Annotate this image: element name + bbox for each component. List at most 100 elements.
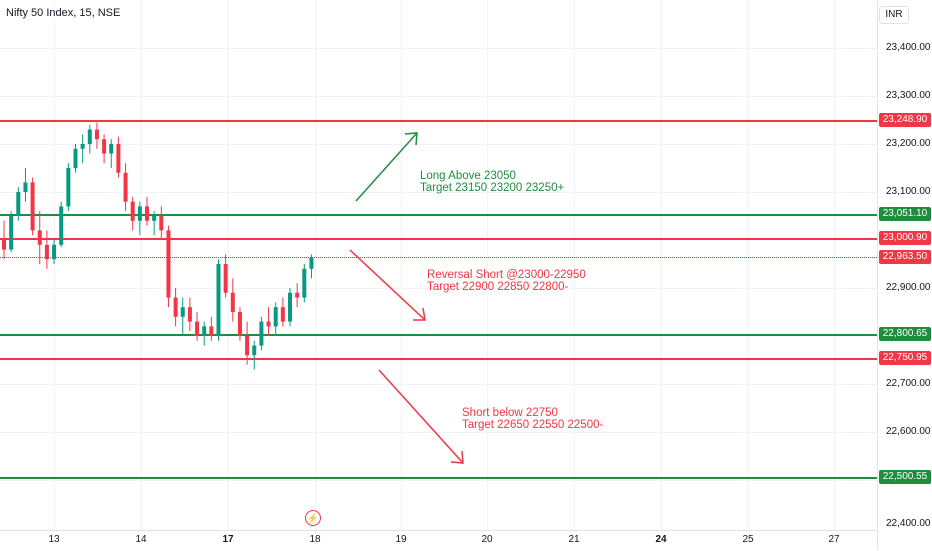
- candle: [280, 297, 285, 327]
- currency-button[interactable]: INR: [879, 6, 909, 24]
- candle-body: [280, 307, 285, 322]
- candle: [216, 259, 221, 341]
- lightning-icon[interactable]: ⚡: [305, 510, 321, 526]
- candle: [137, 201, 142, 236]
- candle: [73, 144, 78, 173]
- grid-line: [401, 0, 402, 530]
- candle-body: [309, 257, 314, 269]
- candle-body: [273, 307, 278, 327]
- grid-line: [661, 0, 662, 530]
- price-tick: 23,200.00: [886, 138, 931, 149]
- level-label: 23,248.90: [879, 113, 931, 127]
- candle-body: [180, 307, 185, 317]
- candle: [166, 225, 171, 308]
- support-line-22500[interactable]: [0, 477, 877, 479]
- candle-body: [44, 244, 49, 260]
- candle-body: [2, 240, 6, 250]
- candle-body: [137, 206, 142, 221]
- candle: [237, 307, 242, 341]
- grid-line: [487, 0, 488, 530]
- grid-line: [315, 0, 316, 530]
- grid-line: [0, 96, 877, 97]
- grid-line: [0, 432, 877, 433]
- candle-body: [73, 148, 78, 168]
- candle: [302, 264, 307, 303]
- resistance-line-22750[interactable]: [0, 358, 877, 360]
- grid-line: [834, 0, 835, 530]
- grid-line: [54, 0, 55, 530]
- candle-body: [237, 312, 242, 336]
- candle: [223, 254, 228, 298]
- candle-body: [302, 268, 307, 298]
- candle: [288, 288, 292, 327]
- grid-line: [0, 144, 877, 145]
- short-annotation-line2: Target 22650 22550 22500-: [462, 419, 604, 431]
- candle-body: [52, 244, 57, 260]
- candle-body: [80, 144, 85, 149]
- candle-body: [145, 206, 149, 221]
- candle: [259, 316, 264, 351]
- candle: [37, 211, 42, 264]
- candle: [80, 134, 85, 164]
- candle-body: [166, 230, 171, 298]
- time-tick: 14: [135, 534, 147, 545]
- candle: [187, 297, 192, 332]
- candle-body: [295, 292, 300, 298]
- candle-body: [102, 139, 107, 154]
- candle: [252, 340, 257, 370]
- last-price-line: [0, 257, 877, 258]
- resistance-line-23248[interactable]: [0, 120, 877, 122]
- candle: [180, 297, 185, 336]
- arrows-layer: [349, 132, 464, 464]
- short-annotation-line1: Short below 22750: [462, 407, 558, 419]
- grid-line: [0, 192, 877, 193]
- candle: [44, 230, 49, 269]
- candle: [16, 187, 21, 221]
- chart-plot-area[interactable]: Long Above 23050 Target 23150 23200 2325…: [0, 0, 877, 530]
- level-label: 23,051.10: [879, 207, 931, 221]
- time-tick: 13: [48, 534, 60, 545]
- reversal-arrow: [349, 249, 426, 321]
- candle: [102, 134, 107, 164]
- grid-line: [0, 480, 877, 481]
- grid-line: [141, 0, 142, 530]
- price-tick: 23,300.00: [886, 90, 931, 101]
- candle-body: [245, 336, 250, 356]
- candle: [195, 312, 200, 341]
- price-tick: 22,600.00: [886, 426, 931, 437]
- support-line-23051[interactable]: [0, 214, 877, 216]
- price-tick: 22,900.00: [886, 282, 931, 293]
- level-label: 22,800.65: [879, 327, 931, 341]
- candle-body: [116, 144, 121, 173]
- candle-body: [37, 230, 42, 245]
- time-tick: 25: [742, 534, 754, 545]
- resistance-line-23000[interactable]: [0, 238, 877, 240]
- long-annotation: Long Above 23050 Target 23150 23200 2325…: [420, 170, 564, 194]
- time-tick: 24: [655, 534, 667, 545]
- candle: [130, 196, 135, 231]
- candle-body: [195, 321, 200, 336]
- support-line-22800[interactable]: [0, 334, 877, 336]
- time-axis[interactable]: [0, 530, 877, 551]
- candle: [152, 211, 157, 236]
- candlestick-series: [2, 122, 314, 370]
- grid-line: [748, 0, 749, 530]
- time-tick: 18: [309, 534, 321, 545]
- level-label: 22,500.55: [879, 470, 931, 484]
- time-tick: 27: [828, 534, 840, 545]
- candle: [59, 201, 64, 248]
- candle: [109, 139, 114, 168]
- candle: [116, 136, 121, 178]
- candle: [159, 206, 164, 240]
- candle-body: [30, 182, 35, 231]
- symbol-title[interactable]: Nifty 50 Index, 15, NSE: [6, 7, 121, 19]
- reversal-annotation-line1: Reversal Short @23000-22950: [427, 269, 586, 281]
- short-annotation: Short below 22750 Target 22650 22550 225…: [462, 407, 603, 431]
- candle-body: [66, 168, 71, 207]
- candle: [23, 168, 28, 202]
- grid-line: [0, 48, 877, 49]
- price-axis[interactable]: INR 23,400.00 23,300.00 23,200.00 23,100…: [877, 0, 932, 550]
- candle: [87, 124, 92, 154]
- candle: [230, 278, 235, 322]
- candle-body: [87, 129, 92, 144]
